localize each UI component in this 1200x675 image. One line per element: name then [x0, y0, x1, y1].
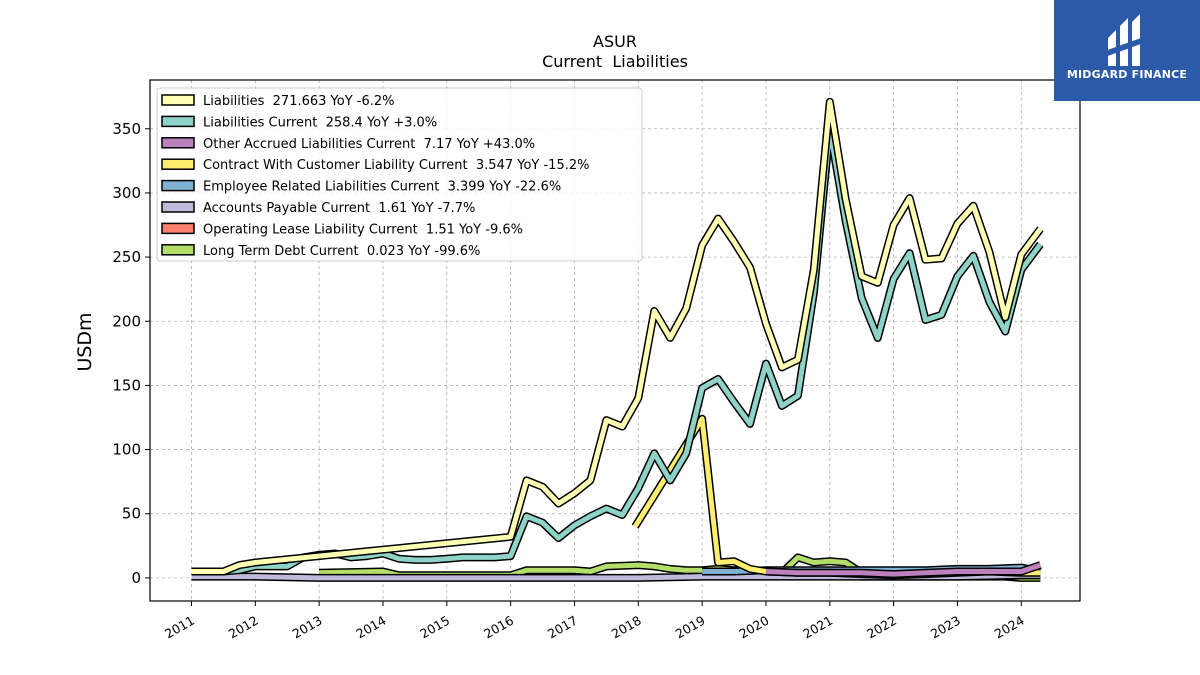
- x-tick-label: 2022: [864, 613, 899, 642]
- y-tick-label: 100: [112, 441, 141, 459]
- legend-label: Other Accrued Liabilities Current 7.17 Y…: [203, 137, 535, 152]
- y-tick-label: 250: [112, 248, 141, 266]
- legend-label: Accounts Payable Current 1.61 YoY -7.7%: [203, 201, 475, 216]
- series-line-liabilities: [191, 99, 1043, 574]
- series-line-contract-with-customer-liability-current: [632, 416, 1041, 578]
- x-tick-label: 2017: [545, 613, 580, 642]
- x-tick-label: 2014: [353, 613, 388, 642]
- y-tick-label: 300: [112, 184, 141, 202]
- legend-swatch: [161, 137, 195, 149]
- x-tick-label: 2018: [609, 613, 644, 642]
- legend-swatch: [161, 115, 195, 128]
- y-tick-label: 350: [112, 120, 141, 138]
- plot-frame: [149, 79, 1081, 602]
- chart-title: ASUR: [593, 32, 637, 51]
- legend-swatch: [161, 244, 195, 256]
- x-tick-label: 2024: [992, 613, 1027, 642]
- series-line-liabilities-current: [191, 126, 1043, 574]
- x-tick-label: 2019: [673, 613, 708, 642]
- x-tick-label: 2011: [162, 613, 197, 642]
- x-tick-label: 2020: [736, 613, 771, 642]
- legend-label: Employee Related Liabilities Current 3.3…: [203, 180, 561, 195]
- midgard-finance-logo: MIDGARD FINANCE: [1054, 0, 1200, 101]
- legend: Liabilities 271.663 YoY -6.2% Liabilities…: [156, 87, 643, 262]
- legend-box: [156, 87, 643, 262]
- x-tick-label: 2021: [800, 613, 835, 642]
- legend-label: Long Term Debt Current 0.023 YoY -99.6%: [203, 244, 480, 259]
- legend-swatch: [161, 158, 195, 170]
- x-tick-label: 2016: [481, 613, 516, 642]
- y-axis-label: USDm: [74, 312, 96, 371]
- series-lines: [191, 97, 1044, 582]
- series-line-other-accrued-liabilities-current: [765, 562, 1042, 577]
- logo-text: MIDGARD FINANCE: [1066, 68, 1188, 81]
- x-tick-label: 2015: [417, 613, 452, 642]
- y-tick-label: 0: [131, 569, 141, 587]
- y-tick-label: 200: [112, 312, 141, 330]
- legend-swatch: [161, 201, 195, 213]
- legend-label: Liabilities Current 258.4 YoY +3.0%: [203, 115, 437, 130]
- legend-label: Liabilities 271.663 YoY -6.2%: [203, 94, 395, 109]
- x-tick-label: 2012: [226, 613, 261, 642]
- legend-swatch: [161, 179, 195, 192]
- x-tick-label: 2023: [928, 613, 963, 642]
- legend-swatch: [161, 94, 195, 106]
- x-tick-label: 2013: [290, 613, 325, 642]
- logo-mark-icon: [1102, 14, 1152, 66]
- legend-label: Contract With Customer Liability Current…: [203, 158, 589, 173]
- chart-subtitle: Current Liabilities: [542, 52, 688, 71]
- y-tick-label: 150: [112, 376, 141, 394]
- y-tick-label: 50: [122, 505, 141, 523]
- legend-label: Operating Lease Liability Current 1.51 Y…: [203, 222, 523, 237]
- series-outline-contract-with-customer-liability-current: [631, 414, 1041, 580]
- legend-swatch: [161, 222, 195, 235]
